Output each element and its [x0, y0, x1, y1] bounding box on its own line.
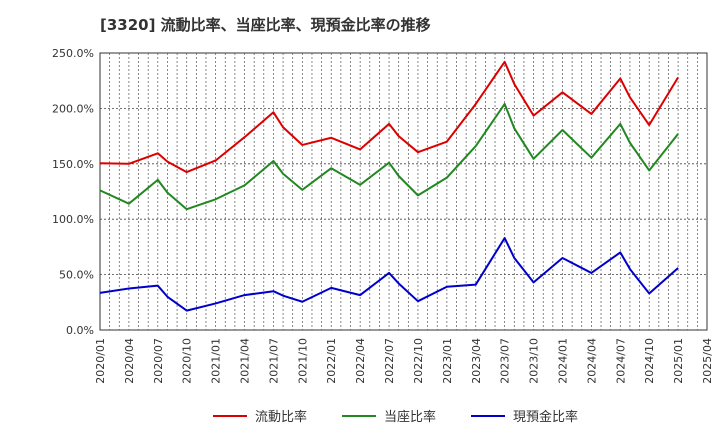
x-tick-label: 2023/10: [528, 338, 541, 384]
x-tick-label: 2020/10: [181, 338, 194, 384]
legend: 流動比率 当座比率 現預金比率: [213, 409, 578, 425]
x-tick-label: 2020/07: [152, 338, 165, 384]
series-layer: [99, 60, 679, 312]
x-tick-label: 2023/07: [499, 338, 512, 384]
y-tick-label: 50.0%: [59, 269, 94, 282]
x-tick-label: 2022/01: [325, 338, 338, 384]
x-tick-label: 2022/04: [354, 338, 367, 384]
series-line-当座比率: [99, 102, 679, 211]
x-tick-label: 2024/01: [556, 338, 569, 384]
y-tick-label: 200.0%: [52, 102, 94, 115]
series-line-流動比率: [99, 60, 679, 174]
x-tick-label: 2022/07: [383, 338, 396, 384]
x-tick-label: 2021/04: [239, 338, 252, 384]
x-axis-ticks: 2020/01 2020/04 2020/07 2020/10 2021/01 2021/…: [94, 338, 714, 384]
x-tick-label: 2025/04: [701, 338, 714, 384]
legend-label: 現預金比率: [513, 409, 578, 425]
x-tick-label: 2021/07: [267, 338, 280, 384]
y-axis-ticks: 0.0% 50.0% 100.0% 150.0% 200.0% 250.0%: [52, 47, 94, 337]
y-tick-label: 250.0%: [52, 47, 94, 60]
x-tick-label: 2020/04: [123, 338, 136, 384]
x-tick-label: 2024/10: [643, 338, 656, 384]
x-tick-label: 2023/01: [441, 338, 454, 384]
legend-label: 流動比率: [255, 409, 307, 425]
x-tick-label: 2025/01: [672, 338, 685, 384]
plot-area: [99, 52, 708, 331]
x-tick-label: 2021/10: [296, 338, 309, 384]
y-tick-label: 150.0%: [52, 158, 94, 171]
series-line-現預金比率: [99, 237, 679, 312]
x-tick-label: 2024/07: [614, 338, 627, 384]
y-tick-label: 0.0%: [66, 324, 94, 337]
chart-title: [3320] 流動比率、当座比率、現預金比率の推移: [100, 16, 431, 34]
legend-label: 当座比率: [384, 409, 436, 425]
x-tick-label: 2023/04: [470, 338, 483, 384]
y-tick-label: 100.0%: [52, 213, 94, 226]
x-tick-label: 2021/01: [210, 338, 223, 384]
x-tick-label: 2020/01: [94, 338, 107, 384]
grid-layer: [100, 53, 707, 330]
x-tick-label: 2024/04: [585, 338, 598, 384]
x-tick-label: 2022/10: [412, 338, 425, 384]
